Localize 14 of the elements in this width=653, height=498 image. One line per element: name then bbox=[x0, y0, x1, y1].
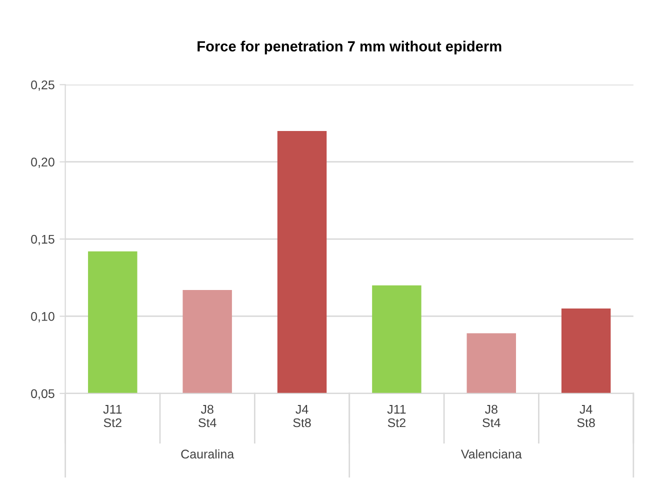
y-tick-label: 0,25 bbox=[31, 80, 54, 91]
x-tick-label: J11 St2 bbox=[387, 404, 406, 428]
text: Cauralina bbox=[181, 449, 234, 459]
y-tick-label: 0,10 bbox=[31, 312, 54, 322]
x-tick-label: J8 St4 bbox=[198, 404, 216, 428]
chart-title: Force for penetration 7 mm without epiderm bbox=[198, 40, 502, 54]
y-tick-label: 0,05 bbox=[31, 389, 54, 400]
y-tick-label: 0,15 bbox=[31, 234, 54, 246]
x-tick-label: J4 St8 bbox=[293, 404, 311, 428]
y-tick-label: 0,20 bbox=[31, 158, 54, 168]
x-tick-label: J11 St2 bbox=[103, 404, 122, 428]
x-tick-label: J4 St8 bbox=[577, 404, 595, 428]
text: Valenciana bbox=[460, 449, 522, 459]
x-tick-label: J8 St4 bbox=[482, 404, 500, 428]
